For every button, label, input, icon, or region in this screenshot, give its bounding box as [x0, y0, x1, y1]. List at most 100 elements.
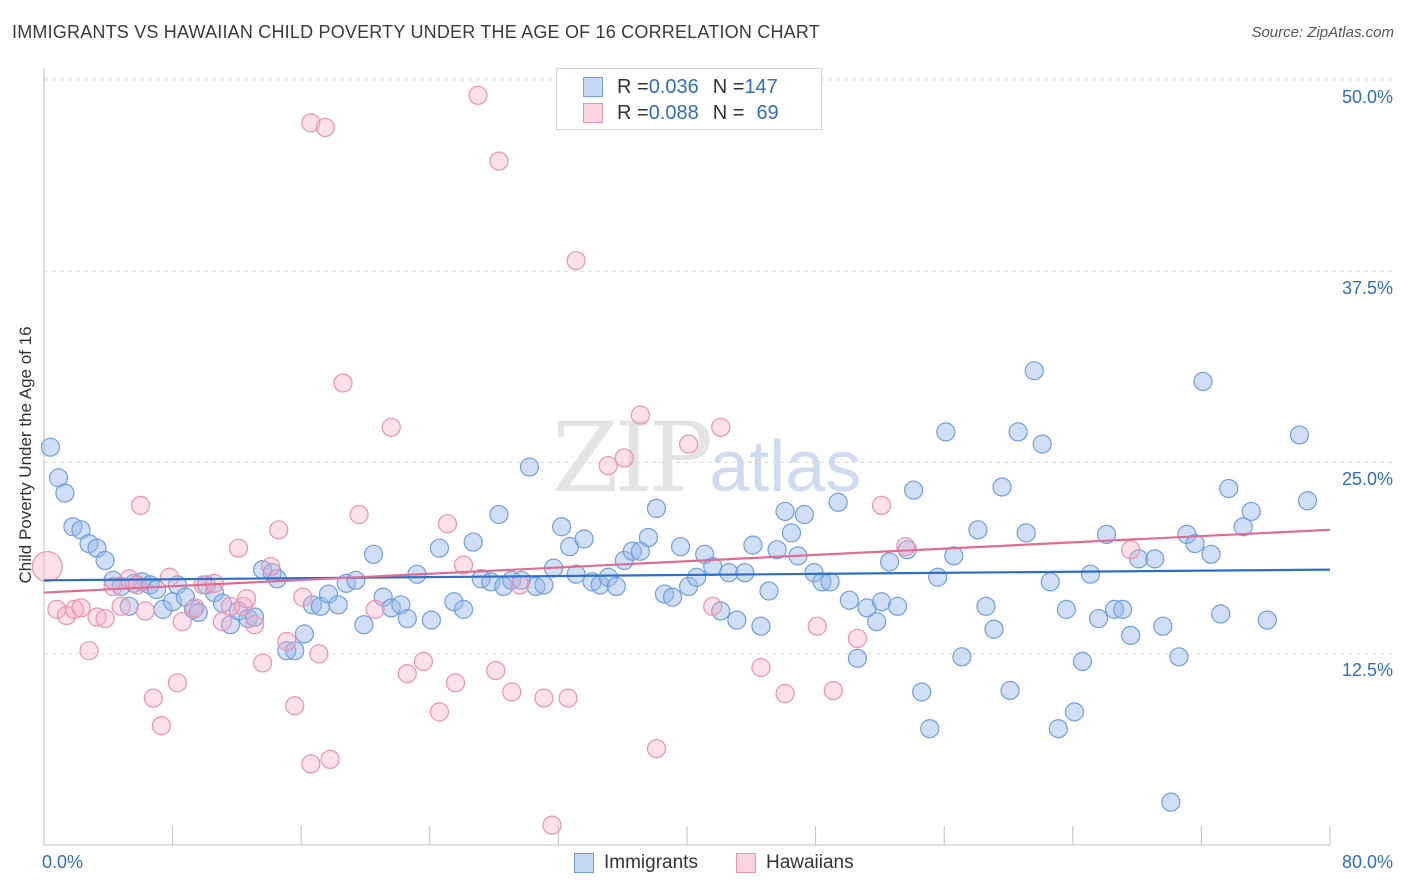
- legend-row-immigrants: R = 0.036 N = 147: [583, 75, 778, 99]
- immigrants-point: [936, 422, 956, 442]
- immigrants-point: [820, 572, 840, 592]
- hawaiians-point: [630, 405, 650, 425]
- immigrants-point: [887, 596, 908, 616]
- immigrants-point: [1145, 549, 1165, 569]
- immigrants-point: [354, 615, 374, 635]
- immigrants-point: [735, 563, 755, 583]
- immigrants-point: [775, 501, 795, 522]
- legend-label: Immigrants: [604, 852, 698, 873]
- immigrants-point: [552, 517, 572, 537]
- hawaiians-point: [1121, 540, 1141, 560]
- stats-legend: R = 0.036 N = 147 R = 0.088 N = 69: [556, 68, 822, 130]
- legend-n-value: 69: [756, 101, 779, 124]
- hawaiians-point: [486, 660, 506, 681]
- immigrants-point: [992, 477, 1012, 497]
- hawaiians-point: [301, 754, 321, 774]
- immigrants-point: [847, 648, 867, 668]
- hawaiians-point: [212, 612, 233, 632]
- hawaiians-point: [679, 434, 699, 454]
- immigrants-point: [302, 595, 323, 615]
- immigrants-point: [526, 576, 546, 597]
- immigrants-point: [489, 504, 509, 525]
- legend-n-value: 147: [744, 75, 778, 98]
- hawaiians-point: [646, 739, 667, 759]
- immigrants-point: [638, 527, 659, 548]
- immigrants-point: [95, 550, 115, 571]
- immigrants-point: [421, 610, 442, 630]
- immigrants-point: [1096, 524, 1117, 545]
- hawaiians-point: [413, 651, 433, 672]
- y-tick-label: 25.0%: [1341, 469, 1393, 489]
- hawaiians-point: [349, 504, 369, 525]
- legend-item-immigrants: Immigrants: [574, 852, 698, 874]
- hawaiians-point: [315, 117, 335, 138]
- immigrants-point: [1024, 361, 1044, 381]
- immigrants-point: [1185, 533, 1205, 554]
- immigrants-point: [1040, 572, 1060, 592]
- immigrants-point: [879, 552, 900, 572]
- immigrants-point: [1056, 599, 1076, 619]
- hawaiians-point: [172, 612, 192, 632]
- immigrants-point: [928, 567, 948, 587]
- legend-r-label: R =: [617, 101, 649, 124]
- hawaiians-point: [775, 683, 795, 704]
- x-tick-label-min: 0.0%: [42, 852, 84, 872]
- hawaiians-point: [365, 599, 385, 619]
- y-tick-label: 12.5%: [1341, 660, 1393, 680]
- immigrants-point: [743, 535, 763, 555]
- hawaiians-point: [71, 598, 91, 618]
- immigrants-point: [1121, 625, 1141, 645]
- legend-row-hawaiians: R = 0.088 N = 69: [583, 101, 779, 125]
- hawaiians-point: [502, 682, 522, 702]
- y-tick-label: 37.5%: [1341, 278, 1393, 298]
- immigrants-point: [397, 608, 417, 629]
- hawaiians-point: [64, 599, 85, 619]
- hawaiians-point: [228, 538, 249, 558]
- hawaiians-point: [103, 576, 123, 597]
- legend-r-value: 0.088: [648, 101, 699, 124]
- hawaiians-point: [301, 113, 321, 133]
- series-legend: Immigrants Hawaiians: [574, 852, 892, 874]
- immigrants-point: [871, 592, 892, 612]
- hawaiians-point: [510, 575, 530, 595]
- hawaiians-point: [823, 680, 843, 701]
- immigrants-point: [767, 540, 787, 560]
- hawaiians-trend-line: [43, 528, 1331, 594]
- hawaiians-point: [135, 601, 155, 621]
- immigrants-point: [1241, 501, 1261, 522]
- immigrants-point: [904, 480, 924, 500]
- y-tick-label: 50.0%: [1341, 87, 1393, 107]
- immigrants-point: [952, 647, 972, 667]
- immigrants-point: [574, 529, 594, 549]
- immigrants-point: [968, 520, 988, 540]
- immigrants-point: [1233, 517, 1253, 537]
- immigrants-point: [606, 576, 626, 597]
- hawaiians-point: [293, 587, 313, 607]
- immigrants-point: [920, 719, 940, 739]
- hawaiians-point: [79, 641, 99, 661]
- immigrants-point: [429, 538, 450, 558]
- immigrants-point: [318, 584, 339, 604]
- immigrants-point: [622, 541, 642, 561]
- hawaiians-point: [236, 589, 257, 609]
- immigrants-point: [294, 624, 315, 644]
- hawaiians-point: [159, 567, 179, 587]
- legend-r-label: R =: [617, 75, 649, 98]
- hawaiians-point: [269, 520, 289, 540]
- immigrants-point: [794, 504, 814, 525]
- immigrants-swatch: [574, 853, 594, 873]
- hawaiians-point: [871, 495, 892, 515]
- hawaiians-point: [277, 631, 297, 652]
- immigrants-point: [146, 579, 167, 600]
- immigrants-point: [1080, 564, 1101, 584]
- immigrants-point: [328, 595, 348, 615]
- immigrants-point: [534, 575, 554, 595]
- hawaiians-point: [558, 688, 578, 708]
- immigrants-point: [646, 498, 667, 518]
- immigrants-point: [1219, 478, 1239, 499]
- hawaiians-point: [185, 598, 205, 618]
- hawaiians-point: [285, 696, 305, 716]
- immigrants-point: [662, 587, 683, 607]
- immigrants-point: [1104, 599, 1125, 619]
- immigrants-point: [781, 523, 802, 543]
